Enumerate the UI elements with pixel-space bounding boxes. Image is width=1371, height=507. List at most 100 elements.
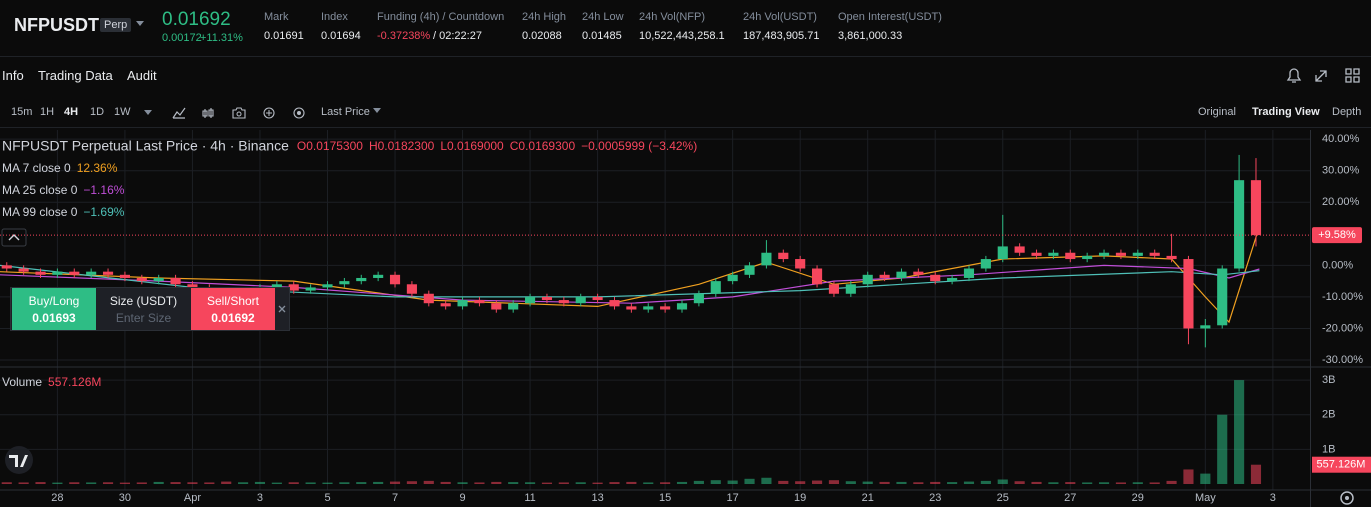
buy-button[interactable]: Buy/Long 0.01693 (12, 288, 96, 330)
toolbar-icons[interactable] (143, 107, 333, 119)
stat-value: 187,483,905.71 (743, 30, 820, 42)
ma-legend-value: 12.36% (77, 161, 118, 175)
header-icons[interactable] (1284, 66, 1364, 86)
tv-logo (5, 446, 33, 474)
x-tick-label: 25 (997, 492, 1009, 504)
candle-body (271, 284, 282, 288)
ma-legend-value: −1.16% (83, 183, 124, 197)
x-tick-label: 7 (392, 492, 398, 504)
y-tick-label: -30.00% (1322, 354, 1363, 366)
interval[interactable]: 1W (114, 106, 131, 118)
volume-bar (1250, 464, 1262, 484)
volume-bar (102, 482, 114, 484)
volume-bar (879, 481, 890, 484)
x-tick-label: 21 (862, 492, 874, 504)
candle-body (592, 296, 603, 301)
candle-body (643, 306, 654, 310)
volume-tag-label: 557.126M (1317, 459, 1366, 471)
ohlc-label: L0.0169000 (440, 139, 504, 153)
view-option[interactable]: Depth (1332, 106, 1362, 118)
volume-bar (508, 482, 519, 484)
stat-label: Index (321, 11, 348, 23)
y-tick-label: -20.00% (1322, 322, 1363, 334)
candle-body (710, 281, 721, 294)
candle-body (322, 284, 333, 288)
settings-icon[interactable] (1340, 491, 1354, 505)
volume-bar (609, 482, 620, 484)
separator (0, 56, 1371, 57)
volume-bar (913, 482, 924, 484)
symbol[interactable]: NFPUSDT (14, 15, 99, 35)
interval[interactable]: 4H (64, 106, 79, 118)
interval[interactable]: 15m (11, 106, 33, 118)
volume-bar (1234, 380, 1245, 484)
candle-body (778, 252, 789, 260)
candle-body (136, 277, 147, 282)
volume-bar (1098, 482, 1110, 484)
candle-body (660, 306, 671, 310)
volume-bar (440, 481, 451, 484)
volume-bar (541, 482, 553, 484)
candle-body (102, 271, 114, 275)
candle-body (508, 303, 519, 310)
volume-bar (322, 482, 333, 484)
volume-bar (339, 482, 350, 484)
sell-button[interactable]: Sell/Short 0.01692 (191, 288, 275, 330)
candle-body (1217, 268, 1228, 326)
volume-bar (474, 482, 485, 484)
interval[interactable]: 1D (90, 106, 105, 118)
candle-body (1031, 252, 1042, 256)
x-tick-label: 23 (929, 492, 941, 504)
x-tick-label: 19 (794, 492, 806, 504)
close-panel[interactable] (277, 304, 287, 314)
candle-body (69, 271, 80, 275)
ma-legend-value: −1.69% (83, 205, 124, 219)
size-input[interactable]: Size (USDT) Enter Size (97, 288, 190, 330)
view-option[interactable]: Trading View (1252, 106, 1320, 118)
candle-body (930, 274, 941, 282)
volume-bar (660, 482, 671, 484)
candle-body (86, 271, 97, 275)
x-tick-label: 5 (324, 492, 330, 504)
candle-body (626, 306, 637, 310)
collapse-button[interactable] (1, 228, 27, 247)
volume-tick-label: 3B (1322, 374, 1335, 386)
candle-body (440, 303, 451, 307)
last-price: 0.01692 (162, 9, 231, 30)
symbol-caret[interactable] (135, 20, 145, 28)
tab[interactable]: Trading Data (38, 68, 113, 83)
volume-bar (52, 482, 63, 484)
volume-bar (356, 482, 367, 484)
tab[interactable]: Info (2, 68, 24, 83)
volume-bar (1048, 482, 1059, 484)
stat-label: Open Interest(USDT) (838, 11, 942, 23)
candle-body (457, 300, 468, 307)
candle-body (811, 268, 823, 285)
candle-body (845, 284, 856, 294)
y-tick-label: 20.00% (1322, 196, 1360, 208)
volume-bar (457, 482, 468, 484)
candle-body (52, 271, 63, 275)
view-option[interactable]: Original (1198, 106, 1236, 118)
candle-body (828, 284, 840, 294)
tab[interactable]: Audit (127, 68, 157, 83)
stat-label: Funding (4h) / Countdown (377, 11, 505, 23)
x-tick-label: 29 (1132, 492, 1144, 504)
candle-body (1200, 325, 1211, 329)
sell-label: Sell/Short (206, 294, 260, 308)
price-type[interactable]: Last Price (321, 106, 370, 118)
candle-body (1048, 252, 1059, 256)
candle-body (1115, 252, 1126, 256)
volume-tick-label: 1B (1322, 443, 1335, 455)
candle-body (339, 281, 350, 285)
volume-bar (693, 480, 704, 484)
x-tick-label: 15 (659, 492, 671, 504)
buy-label: Buy/Long (28, 294, 80, 308)
volume-bar (997, 479, 1008, 484)
ohlc-label: −0.0005999 (−3.42%) (581, 139, 697, 153)
interval[interactable]: 1H (40, 106, 55, 118)
candle-body (913, 271, 924, 275)
separator (0, 127, 1371, 128)
candle-body (423, 293, 434, 304)
price-type-caret[interactable] (372, 107, 382, 115)
